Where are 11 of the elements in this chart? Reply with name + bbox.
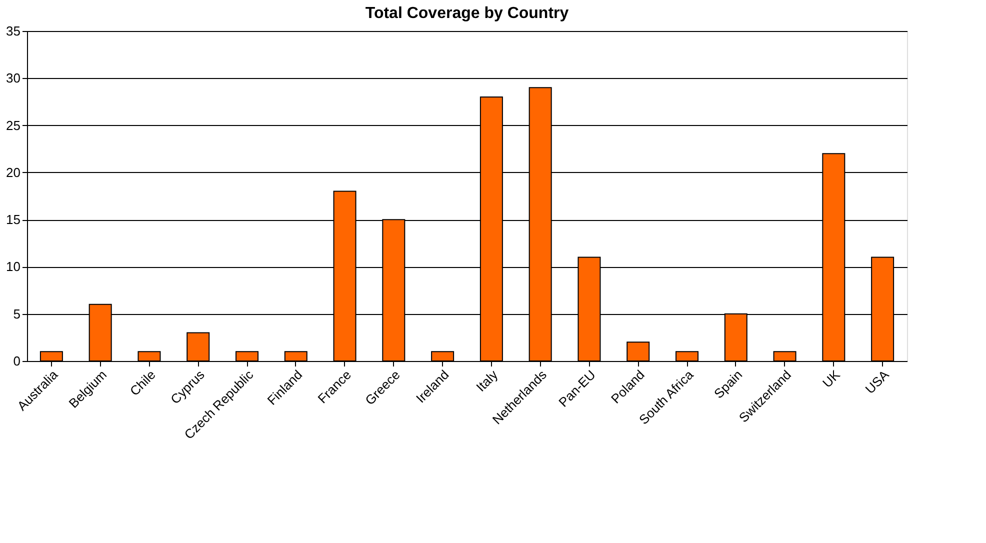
chart-title: Total Coverage by Country: [365, 5, 569, 22]
x-tick-label: UK: [819, 366, 844, 390]
x-tick-label: USA: [862, 366, 892, 397]
y-tick-label: 30: [6, 70, 20, 86]
y-tick-label: 20: [6, 164, 20, 180]
y-tick-label: 35: [6, 24, 20, 38]
y-tick-label: 10: [6, 259, 20, 274]
y-tick-label: 0: [13, 354, 20, 368]
y-tick-label: 5: [13, 306, 20, 322]
y-tick-label: 15: [6, 212, 20, 228]
y-tick-label: 25: [6, 118, 20, 133]
